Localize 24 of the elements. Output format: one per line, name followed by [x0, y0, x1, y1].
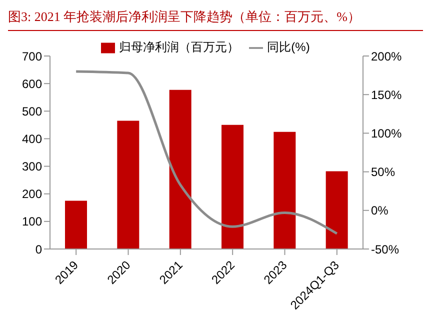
y-tick-label: 200 [22, 187, 42, 202]
bar [117, 120, 140, 249]
y-tick-label: 400 [22, 132, 42, 146]
chart-title: 图3: 2021 年抢装潮后净利润呈下降趋势（单位：百万元、%） [8, 8, 423, 31]
bar [222, 124, 244, 249]
legend-label: 归母净利润（百万元） [119, 40, 240, 54]
y2-tick-label: 150% [371, 88, 402, 102]
y-tick-label: 100 [22, 214, 42, 229]
y-tick-label: 500 [22, 104, 42, 118]
line-series [74, 70, 338, 235]
bar [326, 171, 348, 249]
y2-tick-label: -50% [371, 242, 400, 256]
y-tick-label: 300 [22, 160, 42, 174]
legend-label: 同比(%) [267, 40, 310, 54]
y-tick-label: 700 [22, 49, 42, 64]
bar [65, 200, 87, 249]
y2-tick-label: 100% [371, 126, 402, 140]
y2-tick-label: 200% [371, 49, 402, 64]
y2-tick-label: 0% [371, 204, 389, 218]
bar [169, 90, 192, 249]
y2-tick-label: 50% [371, 165, 396, 180]
bar [274, 132, 296, 249]
y-tick-label: 0 [35, 242, 42, 256]
y-tick-label: 600 [22, 76, 42, 91]
